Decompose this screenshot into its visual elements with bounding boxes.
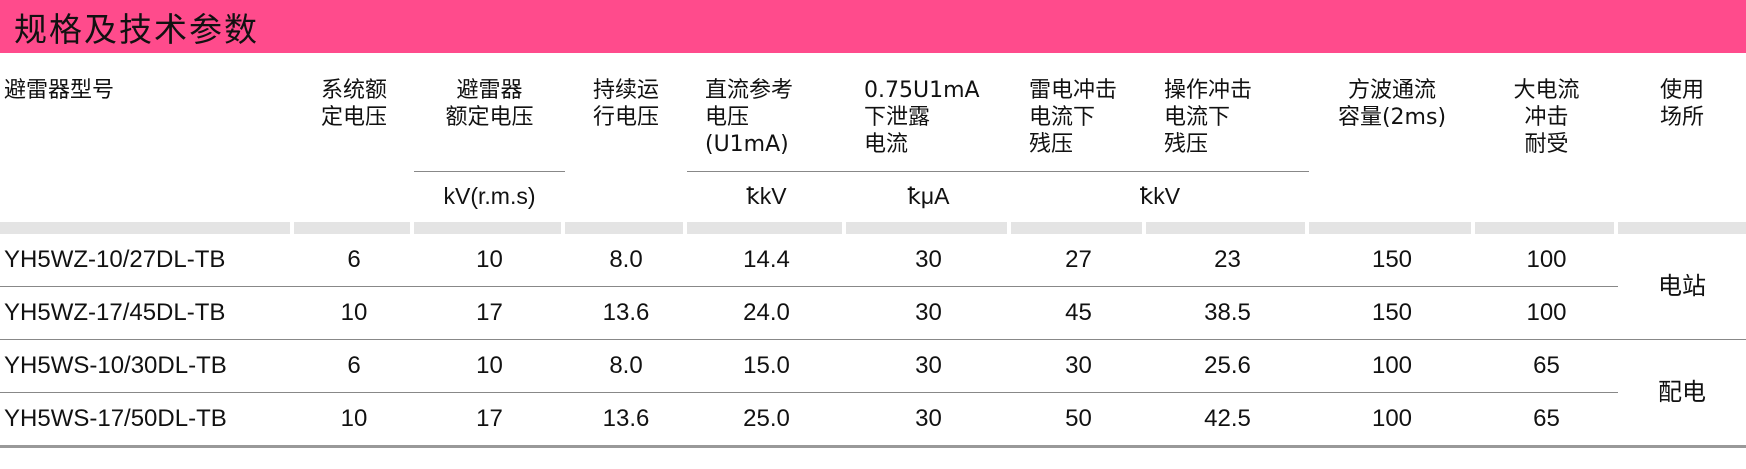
header-rated-voltage: 避雷器 额定电压	[445, 78, 534, 130]
header-dc-reference: 直流参考 电压 (U1mA)	[705, 78, 794, 157]
cell-square-wave: 100	[1309, 339, 1475, 393]
cell-site: 配电	[1618, 339, 1746, 448]
header-system-voltage: 系统额 定电压	[320, 78, 387, 130]
cell-high-current: 65	[1475, 392, 1618, 448]
unit-leakage: ꝁμA	[846, 170, 1011, 222]
cell-high-current: 100	[1475, 286, 1618, 340]
cell-lightning: 27	[1011, 233, 1146, 287]
unit-residual: ꝁkV	[1011, 170, 1309, 222]
cell-model: YH5WS-17/50DL-TB	[0, 392, 294, 448]
header-site: 使用 场所	[1659, 78, 1704, 130]
units-row: kV(r.m.s) ꝁkV ꝁμA ꝁkV	[0, 170, 1746, 222]
cell-model: YH5WZ-17/45DL-TB	[0, 286, 294, 340]
cell-continuous: 13.6	[565, 392, 687, 448]
cell-dc-ref: 24.0	[687, 286, 846, 340]
cell-model: YH5WZ-10/27DL-TB	[0, 233, 294, 287]
cell-lightning: 45	[1011, 286, 1146, 340]
section-banner: 规格及技术参数	[0, 0, 1746, 53]
header-switching-residual: 操作冲击 电流下 残压	[1164, 78, 1253, 157]
cell-continuous: 8.0	[565, 339, 687, 393]
table-row: YH5WS-17/50DL-TB 10 17 13.6 25.0 30 50 42.5 100 6…	[0, 392, 1746, 448]
cell-rated: 17	[414, 286, 565, 340]
cell-leakage: 30	[846, 339, 1011, 393]
header-row: 避雷器型号 系统额 定电压 避雷器 额定电压 持续运 行电压 直流参考 电压 (…	[0, 53, 1746, 171]
cell-continuous: 8.0	[565, 233, 687, 287]
header-leakage: 0.75U1mA 下泄露 电流	[864, 78, 980, 157]
cell-leakage: 30	[846, 233, 1011, 287]
unit-rated-voltage: kV(r.m.s)	[414, 170, 565, 222]
cell-lightning: 50	[1011, 392, 1146, 448]
cell-leakage: 30	[846, 392, 1011, 448]
table-row: YH5WZ-17/45DL-TB 10 17 13.6 24.0 30 45 38.5 150 1…	[0, 286, 1746, 340]
cell-square-wave: 100	[1309, 392, 1475, 448]
header-square-wave: 方波通流 容量(2ms)	[1337, 78, 1447, 130]
cell-system: 10	[294, 286, 414, 340]
cell-switching: 23	[1146, 233, 1309, 287]
cell-square-wave: 150	[1309, 286, 1475, 340]
unit-dc-reference: ꝁkV	[687, 170, 846, 222]
cell-system: 6	[294, 339, 414, 393]
cell-model: YH5WS-10/30DL-TB	[0, 339, 294, 393]
header-high-current: 大电流 冲击 耐受	[1513, 78, 1580, 157]
cell-lightning: 30	[1011, 339, 1146, 393]
cell-dc-ref: 15.0	[687, 339, 846, 393]
cell-high-current: 100	[1475, 233, 1618, 287]
spec-table: 避雷器型号 系统额 定电压 避雷器 额定电压 持续运 行电压 直流参考 电压 (…	[0, 53, 1746, 448]
table-row: YH5WZ-10/27DL-TB 6 10 8.0 14.4 30 27 23 150 100 电站	[0, 233, 1746, 340]
section-title: 规格及技术参数	[14, 9, 259, 49]
cell-rated: 10	[414, 233, 565, 287]
cell-switching: 38.5	[1146, 286, 1309, 340]
header-continuous-voltage: 持续运 行电压	[592, 78, 659, 130]
cell-switching: 42.5	[1146, 392, 1309, 448]
cell-high-current: 65	[1475, 339, 1618, 393]
cell-continuous: 13.6	[565, 286, 687, 340]
separator-bar	[0, 221, 1746, 234]
header-model: 避雷器型号	[4, 78, 115, 103]
cell-system: 6	[294, 233, 414, 287]
cell-rated: 10	[414, 339, 565, 393]
cell-square-wave: 150	[1309, 233, 1475, 287]
table-row: YH5WS-10/30DL-TB 6 10 8.0 15.0 30 30 25.6 100 65 配…	[0, 339, 1746, 448]
cell-rated: 17	[414, 392, 565, 448]
header-lightning-residual: 雷电冲击 电流下 残压	[1029, 78, 1118, 157]
cell-leakage: 30	[846, 286, 1011, 340]
cell-site: 电站	[1618, 233, 1746, 340]
cell-dc-ref: 25.0	[687, 392, 846, 448]
cell-dc-ref: 14.4	[687, 233, 846, 287]
cell-switching: 25.6	[1146, 339, 1309, 393]
cell-system: 10	[294, 392, 414, 448]
